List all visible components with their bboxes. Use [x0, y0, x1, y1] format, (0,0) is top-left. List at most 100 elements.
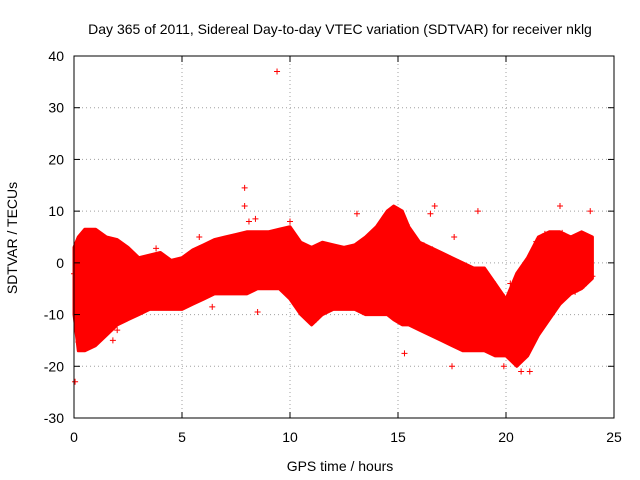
chart-title: Day 365 of 2011, Sidereal Day-to-day VTE…: [88, 21, 592, 37]
y-tick-label: -30: [44, 410, 64, 426]
data-point: [261, 274, 268, 281]
data-point: [429, 246, 436, 253]
outlier-point: [580, 244, 587, 251]
outlier-points: [72, 68, 594, 385]
data-point: [90, 228, 97, 235]
data-point: [131, 256, 138, 263]
data-point: [112, 275, 119, 282]
data-point: [122, 301, 129, 308]
data-point: [589, 273, 596, 280]
data-point: [507, 280, 514, 287]
data-point: [572, 288, 579, 295]
outlier-point: [431, 202, 438, 209]
data-point: [438, 252, 445, 259]
data-point: [459, 343, 466, 350]
outlier-point: [114, 327, 121, 334]
outlier-point: [384, 210, 391, 217]
data-point: [161, 271, 168, 278]
y-axis-label: SDTVAR / TECUs: [4, 182, 20, 294]
data-point: [503, 349, 509, 356]
data-point: [226, 272, 233, 279]
data-point: [179, 258, 185, 265]
data-point: [446, 255, 453, 262]
y-axis-ticks: -30 -20 -10 0 10 20 30 40: [44, 48, 614, 426]
data-point: [364, 300, 371, 307]
outlier-point: [500, 363, 507, 370]
data-point: [129, 274, 136, 281]
data-point: [330, 299, 337, 306]
data-point: [299, 246, 306, 253]
outlier-point: [449, 363, 455, 370]
data-point: [81, 229, 88, 236]
data-point: [269, 282, 276, 289]
data-point: [395, 207, 401, 214]
data-point: [312, 316, 319, 323]
data-point: [304, 315, 311, 322]
data-point: [559, 229, 566, 236]
data-point: [209, 276, 216, 283]
data-point: [498, 291, 505, 298]
data-point: [83, 343, 90, 350]
data-point: [546, 312, 553, 319]
outlier-point: [518, 368, 525, 375]
data-point: [347, 292, 354, 299]
data-point: [274, 228, 281, 235]
data-point: [334, 248, 341, 255]
outlier-point: [241, 184, 248, 191]
data-point: [144, 255, 151, 262]
data-point: [140, 303, 147, 310]
data-point: [533, 238, 540, 245]
data-point: [317, 243, 324, 250]
data-point: [135, 261, 142, 268]
data-point: [321, 304, 328, 311]
data-point: [235, 284, 242, 291]
data-point: [243, 269, 250, 276]
data-point: [369, 229, 376, 236]
outlier-point: [209, 303, 216, 310]
data-point: [360, 238, 367, 245]
data-point: [420, 242, 427, 249]
data-point: [377, 220, 384, 227]
outlier-point: [287, 218, 293, 225]
outlier-point: [72, 378, 79, 385]
data-point: [295, 303, 302, 310]
data-point: [485, 347, 492, 354]
data-point: [477, 342, 484, 349]
x-axis-ticks: 0 5 10 15 20 25: [70, 56, 622, 445]
data-point: [442, 336, 449, 343]
data-point: [425, 326, 432, 333]
plot-frame: [73, 55, 615, 419]
data-point: [528, 340, 535, 347]
data-point: [107, 237, 114, 244]
x-tick-label: 5: [178, 429, 186, 445]
data-point: [580, 282, 587, 289]
data-point: [248, 230, 255, 237]
outlier-point: [109, 337, 116, 344]
data-point: [256, 234, 263, 241]
outlier-point: [474, 208, 481, 215]
data-point: [451, 340, 458, 347]
outlier-point: [274, 68, 281, 75]
data-point: [222, 238, 229, 245]
data-point: [148, 286, 155, 293]
data-point: [230, 233, 237, 240]
outlier-point: [252, 215, 259, 222]
data-point: [252, 281, 259, 288]
data-point: [576, 232, 583, 239]
data-point: [373, 305, 380, 312]
data-point: [464, 263, 471, 270]
y-tick-label: -10: [44, 307, 64, 323]
data-point: [325, 244, 332, 251]
data-point: [174, 295, 181, 302]
data-point: [105, 292, 112, 299]
data-point: [550, 231, 557, 238]
outlier-point: [427, 210, 434, 217]
x-tick-label: 15: [390, 429, 406, 445]
data-point: [585, 235, 592, 242]
data-point: [125, 251, 131, 258]
data-point: [515, 276, 522, 283]
data-point: [94, 266, 101, 273]
data-point: [567, 237, 574, 244]
outlier-point: [241, 202, 248, 209]
data-point: [170, 261, 177, 268]
